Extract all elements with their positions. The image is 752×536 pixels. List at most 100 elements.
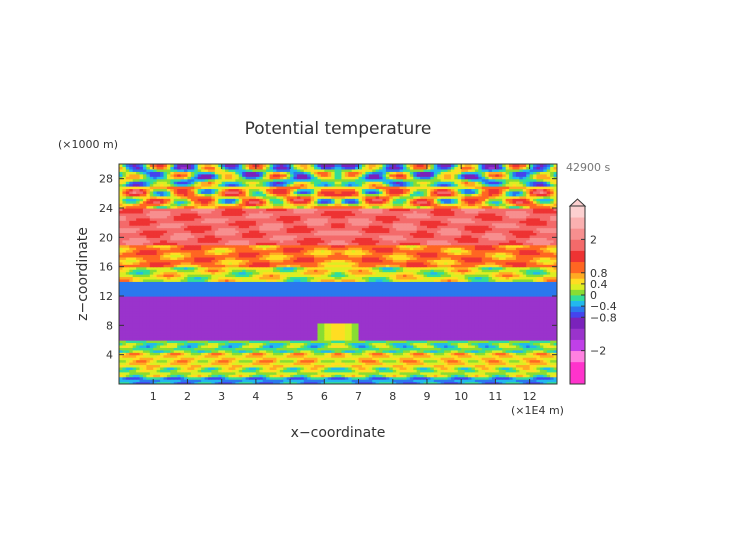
heatmap-cell <box>423 315 428 319</box>
heatmap-cell <box>519 318 524 322</box>
heatmap-cell <box>478 305 483 309</box>
heatmap-cell <box>461 347 466 351</box>
heatmap-cell <box>440 305 445 309</box>
heatmap-cell <box>454 342 459 346</box>
heatmap-cell <box>293 337 298 341</box>
heatmap-cell <box>481 305 486 309</box>
heatmap-cell <box>355 320 360 324</box>
heatmap-cell <box>437 364 442 368</box>
heatmap-cell <box>440 381 445 384</box>
heatmap-cell <box>392 369 397 373</box>
heatmap-cell <box>142 376 147 380</box>
heatmap-cell <box>334 318 339 322</box>
heatmap-cell <box>207 362 212 366</box>
heatmap-cell <box>119 364 124 368</box>
heatmap-cell <box>142 313 147 317</box>
heatmap-cell <box>184 374 189 378</box>
heatmap-cell <box>156 352 161 356</box>
heatmap-cell <box>423 374 428 378</box>
heatmap-cell <box>283 303 288 307</box>
heatmap-cell <box>382 303 387 307</box>
heatmap-cell <box>272 369 277 373</box>
heatmap-cell <box>396 315 401 319</box>
heatmap-cell <box>177 320 182 324</box>
heatmap-cell <box>238 335 243 339</box>
heatmap-cell <box>125 310 130 314</box>
heatmap-cell <box>286 305 291 309</box>
heatmap-cell <box>249 322 254 326</box>
heatmap-cell <box>437 318 442 322</box>
heatmap-cell <box>471 371 476 375</box>
heatmap-cell <box>225 362 230 366</box>
heatmap-cell <box>132 357 137 361</box>
heatmap-cell <box>163 357 168 361</box>
heatmap-cell <box>406 310 411 314</box>
heatmap-cell <box>485 364 490 368</box>
heatmap-cell <box>324 330 329 334</box>
heatmap-cell <box>515 379 520 383</box>
heatmap-cell <box>426 322 431 326</box>
heatmap-cell <box>129 322 134 326</box>
heatmap-cell <box>207 349 212 353</box>
heatmap-cell <box>142 357 147 361</box>
heatmap-cell <box>461 379 466 383</box>
heatmap-cell <box>485 374 490 378</box>
heatmap-cell <box>382 313 387 317</box>
heatmap-cell <box>515 320 520 324</box>
heatmap-cell <box>245 376 250 380</box>
heatmap-cell <box>491 366 496 370</box>
heatmap-cell <box>426 364 431 368</box>
heatmap-cell <box>488 352 493 356</box>
heatmap-cell <box>355 308 360 312</box>
heatmap-cell <box>553 344 557 348</box>
heatmap-cell <box>375 352 380 356</box>
heatmap-cell <box>502 335 507 339</box>
heatmap-cell <box>348 315 353 319</box>
heatmap-cell <box>129 374 134 378</box>
heatmap-cell <box>324 325 329 329</box>
heatmap-cell <box>293 335 298 339</box>
heatmap-cell <box>296 344 301 348</box>
heatmap-cell <box>320 366 325 370</box>
heatmap-cell <box>194 313 199 317</box>
heatmap-cell <box>262 364 267 368</box>
heatmap-cell <box>266 305 271 309</box>
heatmap-cell <box>368 342 373 346</box>
heatmap-cell <box>454 374 459 378</box>
heatmap-cell <box>327 376 332 380</box>
heatmap-cell <box>211 366 216 370</box>
heatmap-cell <box>444 322 449 326</box>
heatmap-cell <box>142 315 147 319</box>
heatmap-cell <box>505 318 510 322</box>
heatmap-cell <box>478 320 483 324</box>
heatmap-cell <box>259 320 264 324</box>
heatmap-cell <box>201 376 206 380</box>
heatmap-cell <box>163 371 168 375</box>
heatmap-cell <box>351 322 356 326</box>
heatmap-cell <box>488 322 493 326</box>
heatmap-cell <box>286 344 291 348</box>
heatmap-cell <box>214 344 219 348</box>
heatmap-cell <box>327 371 332 375</box>
heatmap-cell <box>228 313 233 317</box>
heatmap-cell <box>262 315 267 319</box>
heatmap-cell <box>153 327 158 331</box>
heatmap-cell <box>211 362 216 366</box>
heatmap-cell <box>310 320 315 324</box>
heatmap-cell <box>533 354 538 358</box>
heatmap-cell <box>375 371 380 375</box>
heatmap-cell <box>197 340 202 344</box>
heatmap-cell <box>474 332 479 336</box>
heatmap-cell <box>235 313 240 317</box>
heatmap-cell <box>139 369 144 373</box>
heatmap-cell <box>341 379 346 383</box>
heatmap-cell <box>283 357 288 361</box>
heatmap-cell <box>474 322 479 326</box>
heatmap-cell <box>119 308 124 312</box>
heatmap-cell <box>416 327 421 331</box>
heatmap-cell <box>481 349 486 353</box>
heatmap-cell <box>539 357 544 361</box>
heatmap-cell <box>392 327 397 331</box>
heatmap-cell <box>351 330 356 334</box>
heatmap-cell <box>553 354 557 358</box>
